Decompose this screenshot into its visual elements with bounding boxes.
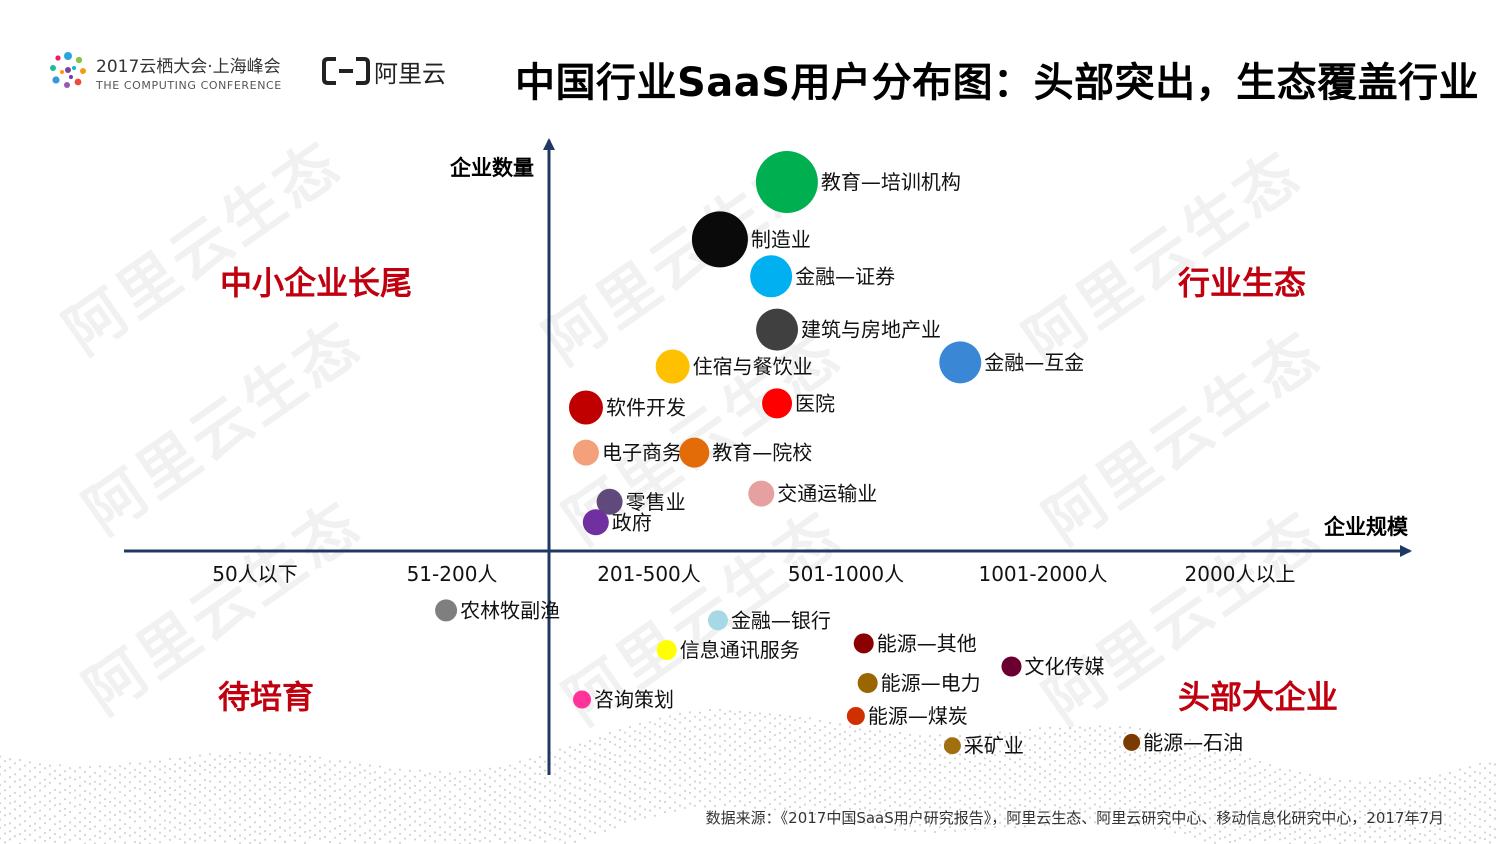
x-tick-label: 201-500人 [597,562,701,586]
data-point-label: 金融—互金 [984,350,1084,374]
data-point-label: 医院 [795,391,835,415]
data-point-label: 交通运输业 [777,482,877,506]
data-point-label: 能源—其他 [877,631,977,655]
data-point [582,509,609,536]
brand-name: 阿里云 [374,60,446,88]
aliyun-mark-icon [322,57,370,85]
x-tick-label: 501-1000人 [788,562,904,586]
data-point-label: 教育—培训机构 [821,170,961,194]
data-point-label: 零售业 [626,490,686,514]
data-point [1001,656,1022,677]
data-point-label: 住宿与餐饮业 [693,355,813,379]
data-point [750,255,793,298]
data-point [748,480,775,507]
data-point-label: 制造业 [751,227,811,251]
data-point [691,211,748,268]
data-point [435,599,458,622]
data-point-label: 教育—院校 [712,441,812,465]
data-point-label: 咨询策划 [594,688,674,712]
data-point [939,341,982,384]
data-point [707,610,728,631]
x-tick-label: 2000人以上 [1185,562,1296,586]
data-point-label: 信息通讯服务 [680,638,800,662]
data-point-label: 电子商务 [602,441,682,465]
data-point [762,388,793,419]
data-point [679,437,710,468]
data-point-label: 采矿业 [964,734,1024,758]
quadrant-label-bottom-left: 待培育 [218,678,315,716]
data-point-label: 建筑与房地产业 [801,318,941,342]
aliyun-logo: 阿里云 [322,54,452,88]
quadrant-label-bottom-right: 头部大企业 [1178,678,1339,716]
quadrant-label-top-left: 中小企业长尾 [220,264,413,302]
data-point-label: 软件开发 [606,396,686,420]
data-point [1123,733,1141,751]
data-point [857,673,878,693]
x-tick-label: 50人以下 [212,562,297,586]
slide-title: 中国行业SaaS用户分布图：头部突出，生态覆盖行业 [515,60,1480,106]
data-point [755,151,818,213]
data-source-note: 数据来源：《2017中国SaaS用户研究报告》，阿里云生态、阿里云研究中心、移动… [705,809,1444,827]
data-point [656,640,677,660]
data-point-label: 农林牧副渔 [460,598,560,622]
data-point-label: 政府 [612,510,652,534]
dotted-wave-decoration [0,708,1497,844]
data-point-label: 能源—煤炭 [868,704,968,728]
x-tick-label: 1001-2000人 [978,562,1107,586]
data-point [756,308,799,351]
data-point-label: 文化传媒 [1024,655,1104,679]
data-point-label: 能源—电力 [881,671,981,695]
conference-logo-icon [50,52,86,88]
data-point-label: 金融—银行 [731,608,831,632]
x-axis-label: 企业规模 [1323,515,1409,539]
slide-header: 2017云栖大会·上海峰会 THE COMPUTING CONFERENCE 阿… [0,0,1500,110]
data-point [573,690,592,709]
data-point [572,439,599,466]
conference-subtitle: THE COMPUTING CONFERENCE [96,79,282,92]
data-point-label: 能源—石油 [1143,730,1243,754]
data-point-label: 金融—证券 [795,264,895,288]
y-axis-label: 企业数量 [449,156,534,180]
x-tick-label: 51-200人 [407,562,498,586]
data-point [568,390,603,425]
quadrant-label-top-right: 行业生态 [1178,264,1307,302]
data-point [596,488,623,515]
data-point [846,707,865,725]
data-point [943,737,961,755]
conference-name: 2017云栖大会·上海峰会 [96,57,281,77]
data-point [853,633,874,654]
data-point [655,349,690,384]
